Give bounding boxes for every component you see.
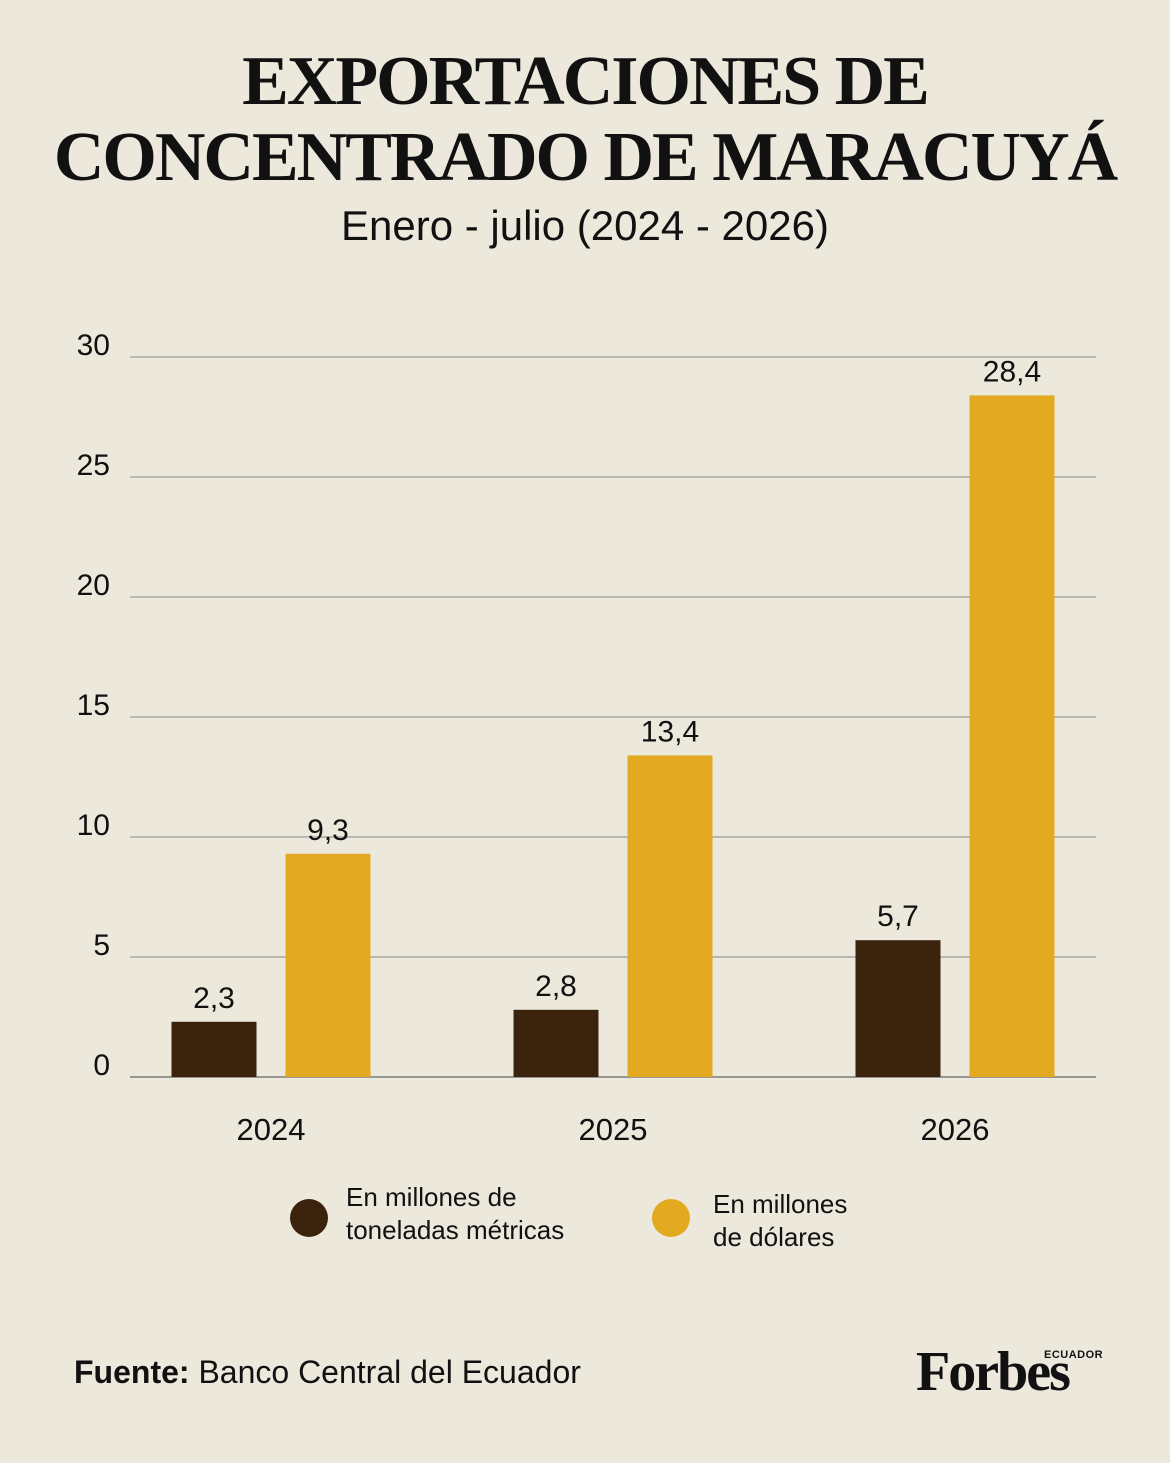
legend-swatch-tons bbox=[290, 1199, 328, 1237]
legend-label-usd: En millones de dólares bbox=[713, 1188, 847, 1254]
data-label-2024-series1: 2,3 bbox=[193, 982, 235, 1015]
chart-title-line2: CONCENTRADO DE MARACUYÁ bbox=[53, 119, 1118, 196]
x-tick-label-2025: 2025 bbox=[579, 1112, 648, 1147]
legend-label-tons-line1: En millones de bbox=[346, 1182, 517, 1212]
x-tick-label-2026: 2026 bbox=[921, 1112, 990, 1147]
y-tick-label-25: 25 bbox=[77, 449, 110, 482]
bar-2026-series1 bbox=[855, 940, 941, 1077]
y-tick-label-0: 0 bbox=[93, 1049, 110, 1082]
legend-label-usd-line2: de dólares bbox=[713, 1222, 835, 1252]
data-label-2024-series2: 9,3 bbox=[307, 814, 349, 847]
bar-2025-series1 bbox=[513, 1009, 599, 1077]
x-tick-label-2024: 2024 bbox=[237, 1112, 306, 1147]
legend-swatch-usd bbox=[652, 1199, 690, 1237]
bar-2024-series1 bbox=[171, 1021, 257, 1077]
y-tick-label-20: 20 bbox=[77, 569, 110, 602]
y-tick-label-10: 10 bbox=[77, 809, 110, 842]
source-note: Fuente: Banco Central del Ecuador bbox=[74, 1354, 581, 1391]
data-label-2025-series1: 2,8 bbox=[535, 970, 577, 1003]
bar-2026-series2 bbox=[969, 395, 1055, 1077]
data-label-2025-series2: 13,4 bbox=[641, 715, 699, 748]
data-label-2026-series2: 28,4 bbox=[983, 355, 1041, 388]
y-tick-label-5: 5 bbox=[93, 929, 110, 962]
chart-subtitle: Enero - julio (2024 - 2026) bbox=[341, 202, 829, 249]
bar-2024-series2 bbox=[285, 853, 371, 1077]
legend-label-tons-line2: toneladas métricas bbox=[346, 1215, 565, 1245]
data-label-2026-series1: 5,7 bbox=[877, 900, 919, 933]
source-text: Banco Central del Ecuador bbox=[189, 1354, 581, 1390]
forbes-logo-sub: ECUADOR bbox=[1044, 1349, 1104, 1361]
y-tick-label-30: 30 bbox=[77, 329, 110, 362]
chart-title-line1: EXPORTACIONES DE bbox=[242, 43, 930, 120]
forbes-logo: Forbes bbox=[916, 1341, 1071, 1403]
source-label: Fuente: bbox=[74, 1354, 190, 1390]
y-tick-label-15: 15 bbox=[77, 689, 110, 722]
legend-label-tons: En millones de toneladas métricas bbox=[346, 1181, 564, 1247]
bar-2025-series2 bbox=[627, 755, 713, 1077]
legend-label-usd-line1: En millones bbox=[713, 1189, 848, 1219]
